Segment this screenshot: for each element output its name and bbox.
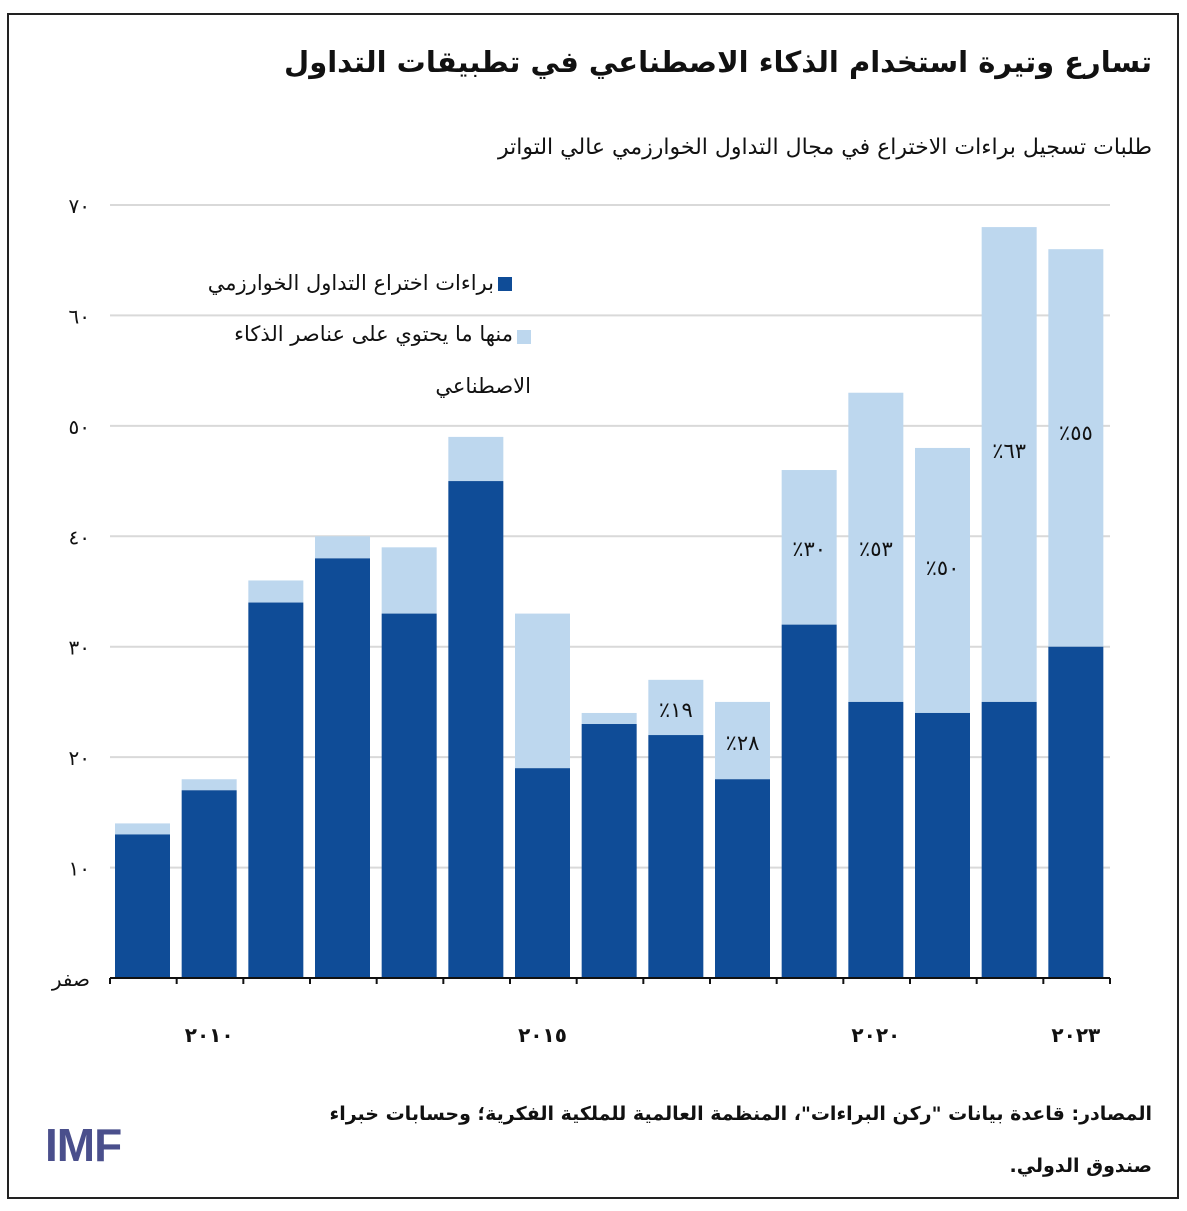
bar-dark-2020: [848, 701, 904, 978]
bar-dark-2019: [781, 624, 837, 978]
x-tick-label: ٢٠٢٣: [1051, 1023, 1100, 1047]
bar-dark-2022: [981, 701, 1037, 978]
imf-logo: IMF: [45, 1119, 122, 1171]
bar-ai-2019: [781, 470, 837, 625]
bar-dark-2010: [181, 790, 237, 978]
x-tick-label: ٢٠١٠: [185, 1023, 234, 1047]
bar-dark-2016: [581, 724, 637, 978]
bar-dark-2018: [715, 779, 770, 978]
bar-ai-2013: [381, 547, 437, 614]
share-label-2022: ٪٦٣: [992, 439, 1026, 463]
legend-label: منها ما يحتوي على عناصر الذكاء الاصطناعي: [234, 322, 531, 398]
share-label-2019: ٪٣٠: [792, 537, 826, 561]
bar-ai-2018: [715, 701, 770, 780]
bar-dark-2011: [248, 602, 304, 978]
x-tick-label: ٢٠٢٠: [851, 1023, 900, 1047]
bar-ai-2016: [581, 712, 637, 725]
bar-dark-2012: [315, 558, 370, 978]
chart-title: تسارع وتيرة استخدام الذكاء الاصطناعي في …: [284, 45, 1152, 79]
bar-ai-2021: [915, 447, 970, 713]
bar-dark-2021: [915, 712, 970, 978]
bar-dark-2014: [448, 481, 504, 978]
y-tick-label: ٢٠: [69, 746, 90, 770]
legend-label: براءات اختراع التداول الخوارزمي: [207, 271, 494, 295]
y-tick-label: ٧٠: [69, 194, 90, 218]
legend-swatch-dark: [498, 277, 512, 291]
y-tick-label: ٦٠: [69, 304, 90, 328]
bar-ai-2023: [1048, 249, 1104, 647]
bar-ai-2020: [848, 392, 904, 702]
share-label-2023: ٪٥٥: [1059, 421, 1093, 445]
x-tick-label: ٢٠١٥: [518, 1023, 567, 1047]
bar-dark-2017: [648, 735, 704, 978]
share-label-2017: ٪١٩: [659, 698, 693, 722]
bar-ai-2015: [515, 613, 570, 769]
y-tick-label: ١٠: [69, 857, 90, 881]
bar-dark-2015: [515, 768, 570, 978]
share-label-2020: ٪٥٣: [859, 537, 893, 561]
bar-dark-2009: [115, 834, 170, 978]
source-note: المصادر: قاعدة بيانات "ركن البراءات"، ال…: [329, 1103, 1152, 1177]
bar-ai-2009: [115, 823, 170, 835]
chart-frame: [7, 13, 1179, 1199]
bar-ai-2022: [981, 227, 1037, 702]
share-label-2018: ٪٢٨: [726, 731, 760, 755]
share-label-2021: ٪٥٠: [926, 556, 960, 580]
y-tick-label: ٤٠: [69, 525, 90, 549]
legend-swatch-light: [517, 330, 531, 344]
bar-ai-2010: [181, 779, 237, 791]
bar-dark-2023: [1048, 646, 1104, 978]
bar-ai-2017: [648, 679, 704, 736]
chart-subtitle: طلبات تسجيل براءات الاختراع في مجال التد…: [497, 135, 1152, 160]
bar-ai-2014: [448, 436, 504, 482]
y-tick-label: ٥٠: [69, 415, 90, 439]
legend-item-ai: منها ما يحتوي على عناصر الذكاء الاصطناعي: [171, 308, 531, 412]
bar-ai-2011: [248, 580, 304, 603]
y-tick-label: ٣٠: [69, 636, 90, 660]
y-tick-label: صفر: [51, 967, 90, 991]
bar-ai-2012: [315, 536, 370, 559]
legend-item-total: براءات اختراع التداول الخوارزمي: [208, 257, 512, 309]
bar-dark-2013: [381, 613, 437, 978]
